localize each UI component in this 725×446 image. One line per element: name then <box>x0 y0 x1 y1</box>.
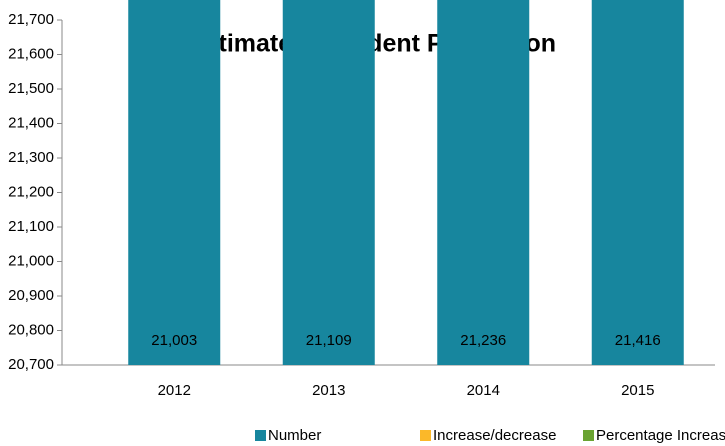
bar-segment <box>282 0 375 365</box>
data-label: 21,003 <box>151 332 197 349</box>
legend-label: Percentage Increase/decrease <box>596 427 725 444</box>
legend-swatch <box>420 430 431 441</box>
y-tick-label: 21,600 <box>8 45 54 62</box>
y-tick-label: 21,700 <box>8 11 54 28</box>
bar-segment <box>128 0 221 365</box>
y-tick-label: 21,100 <box>8 218 54 235</box>
legend-label: Increase/decrease <box>433 427 556 444</box>
data-label: 21,236 <box>460 332 506 349</box>
data-label: 21,109 <box>306 332 352 349</box>
y-tick-label: 20,900 <box>8 287 54 304</box>
x-tick-label: 2015 <box>621 382 654 399</box>
x-tick-label: 2012 <box>158 382 191 399</box>
bar-segment <box>591 0 684 365</box>
legend-swatch <box>255 430 266 441</box>
y-tick-label: 21,500 <box>8 80 54 97</box>
x-tick-label: 2013 <box>312 382 345 399</box>
legend-label: Number <box>268 427 321 444</box>
y-tick-label: 21,400 <box>8 114 54 131</box>
x-tick-label: 2014 <box>467 382 500 399</box>
data-label: 21,416 <box>615 332 661 349</box>
y-tick-label: 21,300 <box>8 149 54 166</box>
y-tick-label: 20,700 <box>8 356 54 373</box>
y-tick-label: 21,200 <box>8 183 54 200</box>
bar-segment <box>437 0 530 365</box>
y-tick-label: 21,000 <box>8 252 54 269</box>
legend-swatch <box>583 430 594 441</box>
y-tick-label: 20,800 <box>8 321 54 338</box>
